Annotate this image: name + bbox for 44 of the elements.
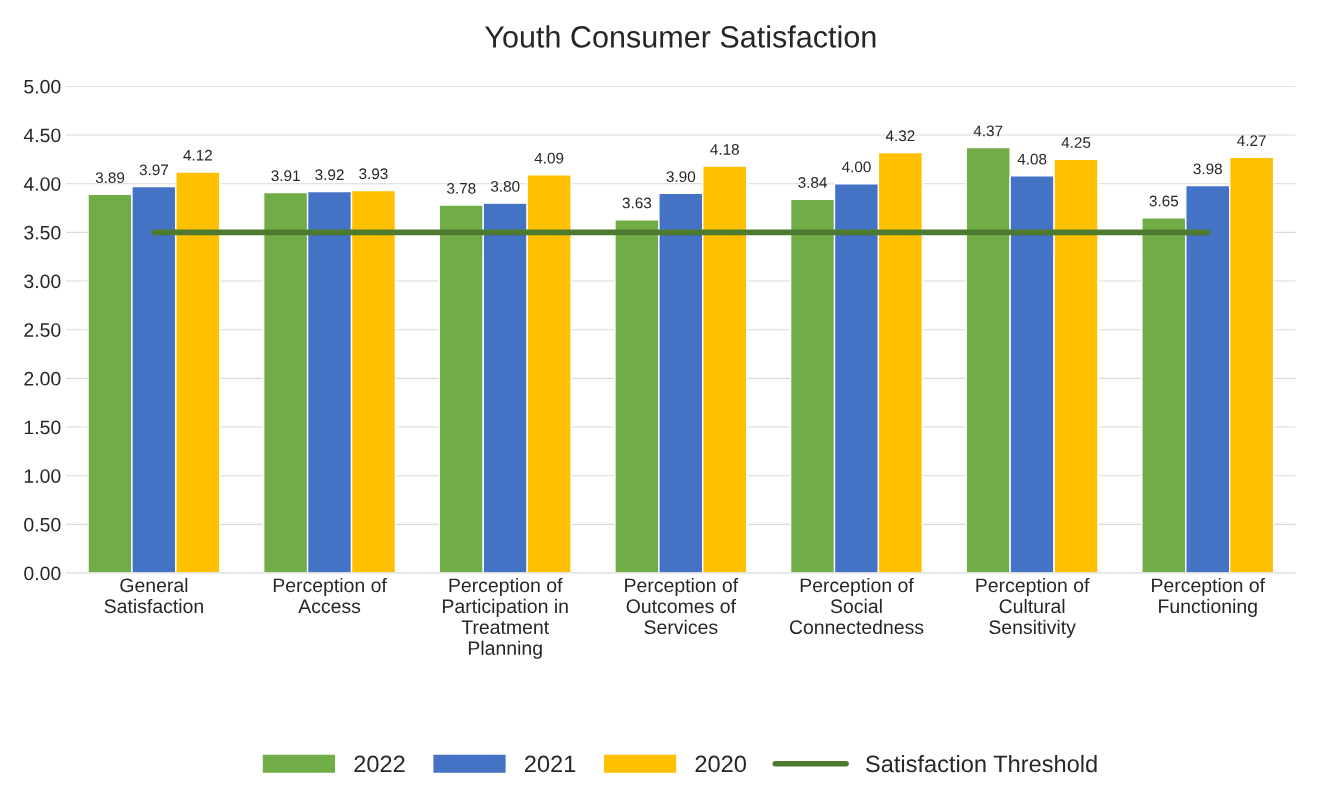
x-tick-label: Perception of Participation in Treatment Planning bbox=[443, 577, 568, 659]
legend-label: 2021 bbox=[525, 755, 576, 773]
x-tick-label: Perception of Access bbox=[273, 577, 387, 614]
data-label: 3.98 bbox=[1193, 163, 1222, 175]
data-label: 3.80 bbox=[490, 180, 520, 192]
y-tick-label: 1.00 bbox=[24, 469, 61, 483]
data-label: 3.63 bbox=[622, 197, 652, 209]
legend-label: Satisfaction Threshold bbox=[866, 754, 1097, 773]
y-tick-label: 5.00 bbox=[24, 79, 61, 94]
x-tick-label: Perception of Cultural Sensitivity bbox=[976, 577, 1090, 638]
y-tick-label: 0.00 bbox=[24, 566, 61, 581]
data-label: 3.92 bbox=[315, 169, 344, 181]
data-label: 3.93 bbox=[359, 168, 388, 180]
y-tick-label: 3.00 bbox=[24, 274, 61, 289]
legend-label: 2020 bbox=[695, 755, 746, 773]
data-label: 3.91 bbox=[271, 170, 300, 182]
y-tick-label: 1.50 bbox=[24, 420, 61, 435]
x-tick-label: Perception of Functioning bbox=[1152, 577, 1266, 617]
data-label: 3.84 bbox=[798, 177, 827, 188]
data-label: 4.12 bbox=[183, 149, 212, 161]
legend-label: 2022 bbox=[354, 755, 405, 773]
data-label: 4.00 bbox=[841, 161, 871, 173]
x-tick-label: General Satisfaction bbox=[104, 577, 203, 614]
x-tick-label: Perception of Social Connectedness bbox=[789, 577, 924, 635]
y-tick-label: 4.50 bbox=[23, 128, 61, 143]
data-label: 3.78 bbox=[447, 182, 476, 194]
data-label: 3.89 bbox=[95, 172, 125, 184]
y-tick-label: 3.50 bbox=[24, 225, 61, 240]
y-tick-label: 2.00 bbox=[24, 371, 61, 386]
y-tick-label: 0.50 bbox=[24, 517, 61, 532]
data-label: 4.27 bbox=[1237, 135, 1266, 146]
data-label: 4.32 bbox=[885, 130, 915, 142]
data-label: 4.18 bbox=[710, 144, 739, 155]
data-label: 3.65 bbox=[1149, 195, 1179, 207]
data-label: 4.09 bbox=[534, 152, 564, 164]
data-label: 4.25 bbox=[1061, 137, 1091, 148]
data-label: 4.37 bbox=[973, 125, 1003, 137]
data-label: 4.08 bbox=[1017, 153, 1047, 165]
chart-title: Youth Consumer Satisfaction bbox=[485, 25, 876, 48]
data-label: 3.90 bbox=[666, 171, 696, 183]
data-label: 3.97 bbox=[139, 164, 169, 176]
x-tick-label: Perception of Outcomes of Services bbox=[625, 577, 739, 635]
y-tick-label: 2.50 bbox=[24, 323, 61, 337]
y-tick-label: 4.00 bbox=[23, 177, 61, 191]
